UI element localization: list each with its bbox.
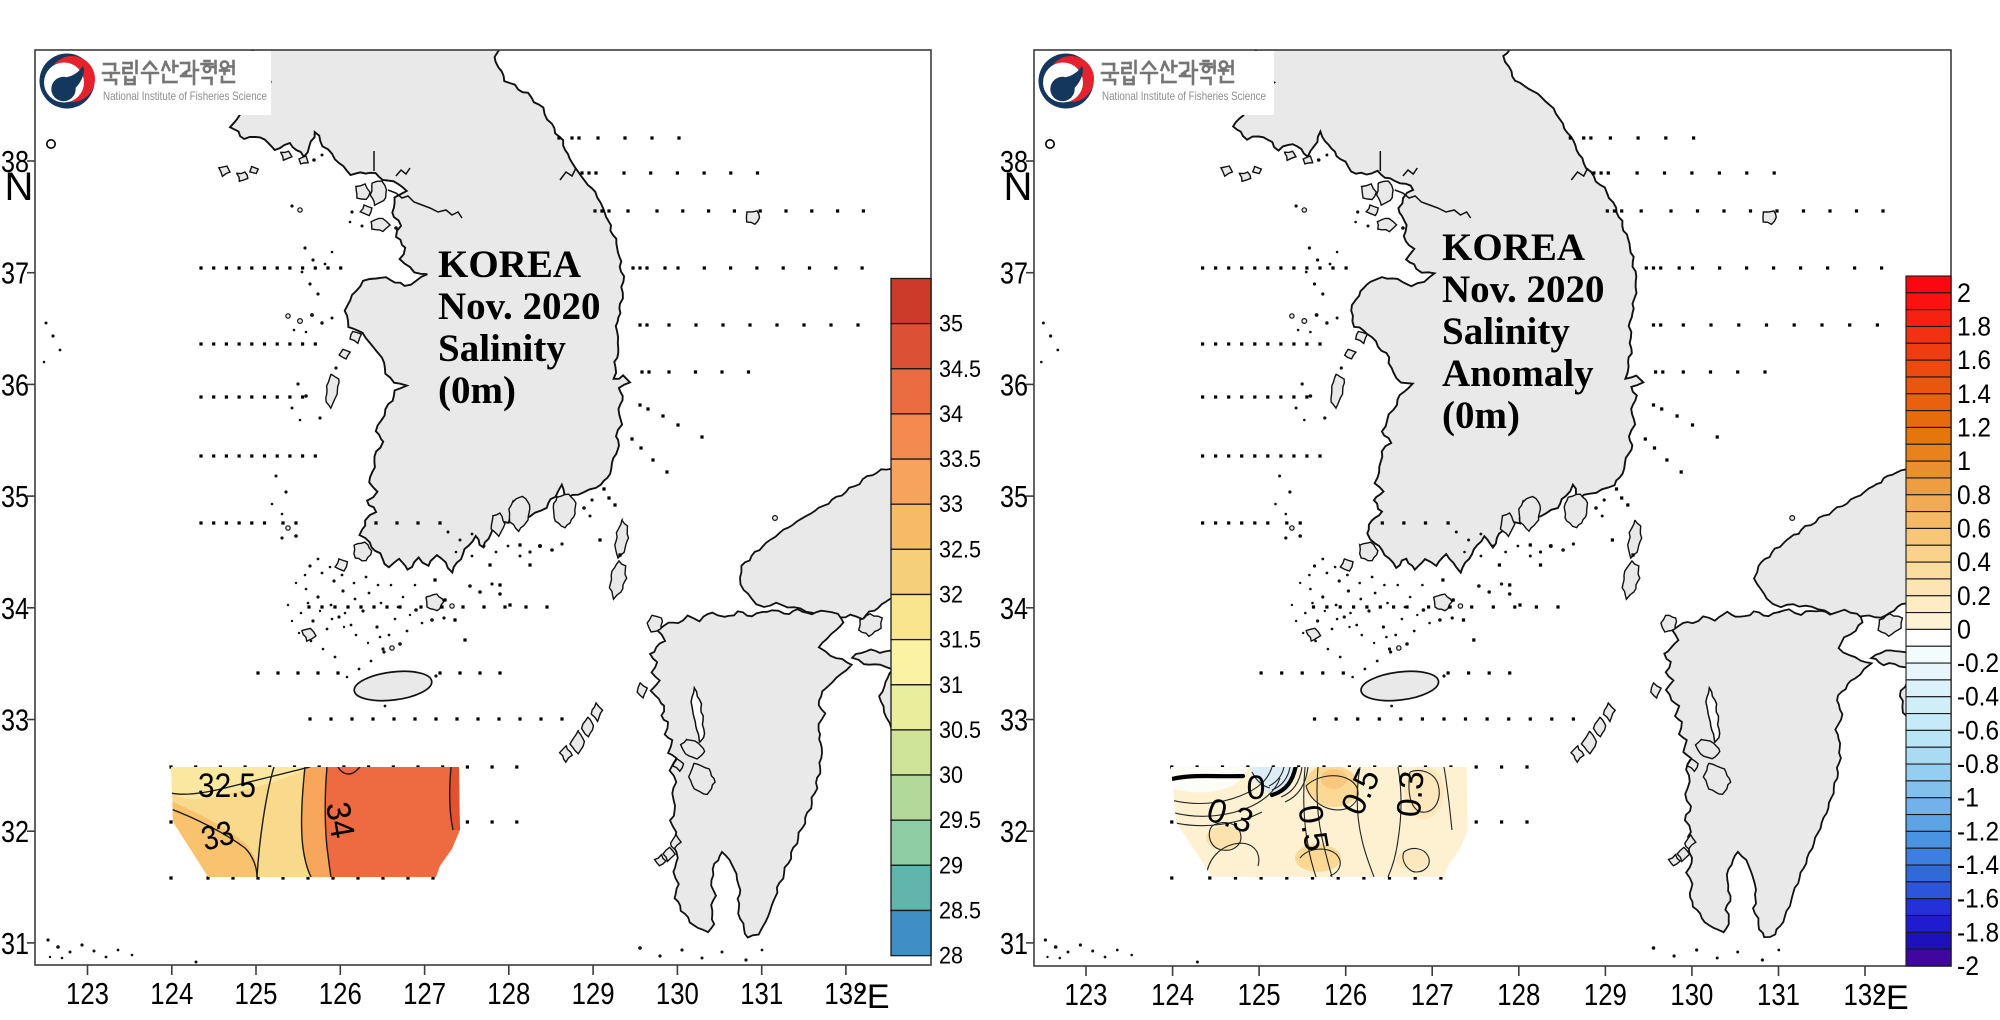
svg-text:129: 129 [572,976,615,1011]
svg-text:34.5: 34.5 [939,356,981,383]
svg-text:2: 2 [1957,278,1971,308]
svg-text:32: 32 [1,814,29,849]
svg-text:E: E [867,978,890,1016]
svg-text:36: 36 [1000,367,1028,402]
svg-text:34: 34 [318,799,362,841]
svg-text:-1.4: -1.4 [1957,850,1999,880]
svg-text:29: 29 [939,852,963,879]
svg-text:Salinity: Salinity [1442,310,1570,353]
svg-text:28: 28 [939,943,963,970]
svg-text:National Institute of Fisherie: National Institute of Fisheries Science [103,89,267,103]
svg-text:35: 35 [1000,479,1028,514]
svg-text:123: 123 [66,976,109,1011]
svg-text:125: 125 [235,976,278,1011]
svg-text:37: 37 [1000,256,1028,291]
svg-text:-1.2: -1.2 [1957,816,1999,846]
svg-text:127: 127 [403,976,446,1011]
svg-text:30: 30 [939,762,963,789]
svg-text:0.3: 0.3 [1390,769,1432,818]
svg-text:31: 31 [939,672,963,699]
svg-text:31.5: 31.5 [939,627,981,654]
svg-text:127: 127 [1411,977,1454,1012]
svg-text:33: 33 [1,703,29,738]
svg-text:0.6: 0.6 [1957,513,1991,543]
svg-text:38: 38 [1,144,29,179]
svg-text:32: 32 [939,582,963,609]
svg-text:36: 36 [1,367,29,402]
svg-text:130: 130 [656,976,699,1011]
svg-text:32.5: 32.5 [198,767,256,805]
svg-text:-0.2: -0.2 [1957,648,1999,678]
svg-text:0: 0 [1247,769,1266,807]
svg-text:0.8: 0.8 [1957,480,1991,510]
svg-text:35: 35 [1,479,29,514]
svg-text:(0m): (0m) [1442,394,1520,437]
svg-text:32.5: 32.5 [939,536,981,563]
svg-text:KOREA: KOREA [1442,226,1585,269]
svg-text:130: 130 [1670,977,1713,1012]
svg-text:128: 128 [487,976,530,1011]
svg-text:0: 0 [1957,614,1971,644]
svg-text:34: 34 [939,401,963,428]
svg-text:126: 126 [319,976,362,1011]
svg-text:N: N [1004,165,1033,209]
svg-text:30.5: 30.5 [939,717,981,744]
svg-text:38: 38 [1000,144,1028,179]
svg-text:(0m): (0m) [438,369,516,412]
svg-text:N: N [5,165,34,209]
svg-text:E: E [1886,979,1909,1017]
svg-text:33: 33 [939,491,963,518]
svg-text:37: 37 [1,256,29,291]
svg-text:35: 35 [939,311,963,338]
svg-text:31: 31 [1,926,29,961]
svg-text:Anomaly: Anomaly [1442,352,1594,395]
svg-text:28.5: 28.5 [939,898,981,925]
svg-text:33: 33 [1000,703,1028,738]
svg-text:Salinity: Salinity [438,327,566,370]
svg-text:132: 132 [1844,977,1887,1012]
svg-text:128: 128 [1497,977,1540,1012]
svg-text:126: 126 [1324,977,1367,1012]
svg-text:0.2: 0.2 [1957,581,1991,611]
svg-text:1.4: 1.4 [1957,379,1991,409]
svg-text:33.5: 33.5 [939,446,981,473]
svg-text:-0.4: -0.4 [1957,682,1999,712]
svg-text:1.8: 1.8 [1957,312,1991,342]
svg-text:-1.6: -1.6 [1957,884,1999,914]
svg-text:1: 1 [1957,446,1971,476]
svg-text:32: 32 [1000,814,1028,849]
svg-text:-1.8: -1.8 [1957,917,1999,947]
svg-text:34: 34 [1000,591,1028,626]
svg-text:129: 129 [1584,977,1627,1012]
svg-text:-0.6: -0.6 [1957,715,1999,745]
svg-text:KOREA: KOREA [438,243,581,286]
svg-text:29.5: 29.5 [939,807,981,834]
svg-text:1.6: 1.6 [1957,345,1991,375]
svg-text:Nov. 2020: Nov. 2020 [438,285,601,328]
svg-text:124: 124 [1151,977,1194,1012]
svg-text:34: 34 [1,591,29,626]
svg-text:-2: -2 [1957,951,1979,981]
svg-text:124: 124 [150,976,193,1011]
svg-text:131: 131 [740,976,783,1011]
svg-text:0.5: 0.5 [1290,802,1335,854]
svg-text:-1: -1 [1957,783,1979,813]
svg-text:131: 131 [1757,977,1800,1012]
svg-text:Nov. 2020: Nov. 2020 [1442,268,1605,311]
svg-text:1.2: 1.2 [1957,413,1991,443]
svg-text:31: 31 [1000,926,1028,961]
svg-text:0.4: 0.4 [1957,547,1991,577]
svg-text:-0.8: -0.8 [1957,749,1999,779]
svg-text:123: 123 [1065,977,1108,1012]
svg-text:National Institute of Fisherie: National Institute of Fisheries Science [1102,89,1266,103]
svg-text:125: 125 [1238,977,1281,1012]
svg-text:132: 132 [824,976,867,1011]
